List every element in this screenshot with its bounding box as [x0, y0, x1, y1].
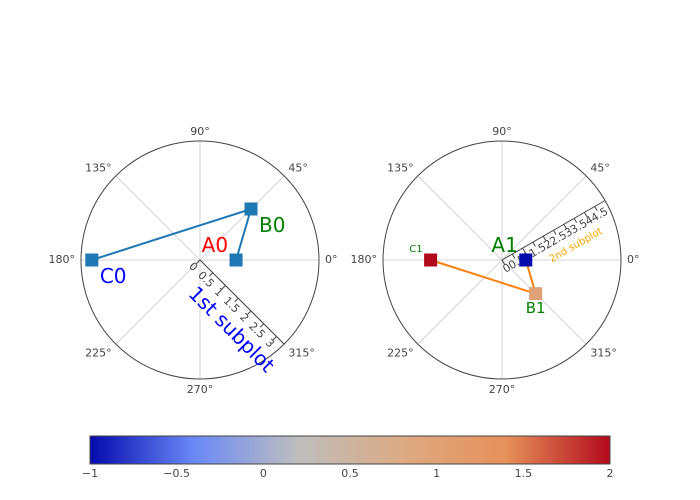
angular-gridline [115, 175, 201, 261]
radial-tick-mark [553, 229, 557, 235]
radial-tick-mark [221, 285, 226, 290]
data-point-label: C1 [409, 244, 422, 255]
radial-tick-mark [594, 206, 598, 212]
radial-tick-mark [272, 336, 277, 341]
angular-gridline [115, 259, 201, 345]
angular-tick-label: 0° [627, 253, 640, 266]
angular-gridline [417, 259, 503, 345]
radial-tick-mark [247, 310, 252, 315]
colorbar-tick-label: 0.5 [341, 467, 359, 480]
data-point-marker [85, 253, 99, 267]
angular-tick-label: 90° [190, 125, 210, 138]
radial-tick-mark [542, 235, 547, 241]
data-point-marker [424, 253, 438, 267]
angular-tick-label: 45° [590, 162, 610, 175]
data-point-label: A0 [202, 233, 228, 257]
angular-tick-label: 180° [49, 253, 76, 266]
colorbar-tick-label: 0 [260, 467, 267, 480]
data-point-marker [229, 253, 243, 267]
angular-gridline [501, 259, 587, 345]
polar-subplot-1: 0°45°90°135°180°225°270°315°00.511.522.5… [49, 125, 338, 396]
angular-tick-label: 90° [492, 125, 512, 138]
angular-tick-label: 270° [187, 383, 214, 396]
radial-tick-mark [532, 241, 536, 247]
colorbar-bar [89, 435, 611, 465]
radial-tick-mark [234, 297, 239, 303]
data-point-marker [529, 287, 543, 301]
angular-tick-label: 315° [288, 346, 315, 359]
angular-tick-label: 135° [387, 162, 414, 175]
angular-tick-label: 315° [590, 346, 617, 359]
data-point-label: B0 [259, 213, 285, 237]
colorbar-tick-label: −1 [82, 467, 98, 480]
radial-tick-mark [501, 259, 505, 265]
polar-subplot-2: 0°45°90°135°180°225°270°315°00.511.522.5… [351, 125, 640, 396]
angular-gridline [199, 175, 285, 261]
angular-tick-label: 180° [351, 253, 378, 266]
angular-tick-label: 225° [387, 346, 414, 359]
angular-tick-label: 0° [325, 253, 338, 266]
colorbar-tick-label: 1 [433, 467, 440, 480]
data-point-label: C0 [100, 264, 127, 288]
radial-tick-mark [511, 253, 516, 259]
radial-tick-mark [573, 218, 578, 223]
angular-tick-label: 135° [85, 162, 112, 175]
data-point-marker [244, 202, 258, 216]
data-point-label: B1 [526, 299, 546, 317]
radial-axis-line [199, 259, 285, 345]
radial-tick-mark [208, 272, 214, 277]
colorbar-tick-label: 2 [607, 467, 614, 480]
angular-tick-label: 270° [489, 383, 516, 396]
colorbar-tick-label: −0.5 [163, 467, 190, 480]
angular-gridline [501, 175, 587, 261]
radial-tick-mark [196, 259, 201, 264]
radial-tick-mark [259, 323, 265, 328]
radial-tick-mark [522, 247, 526, 253]
radial-tick-mark [584, 212, 588, 217]
angular-tick-label: 225° [85, 346, 112, 359]
data-point-label: A1 [491, 233, 517, 257]
angular-gridline [417, 175, 503, 261]
polar-outline [382, 140, 622, 380]
polar-outline [80, 140, 320, 380]
colorbar-tick-label: 1.5 [515, 467, 533, 480]
data-point-marker [519, 253, 533, 267]
radial-tick-mark [563, 224, 567, 229]
angular-tick-label: 45° [288, 162, 308, 175]
colorbar: −1 −0.5 0 0.5 1 1.5 2 [82, 435, 614, 480]
